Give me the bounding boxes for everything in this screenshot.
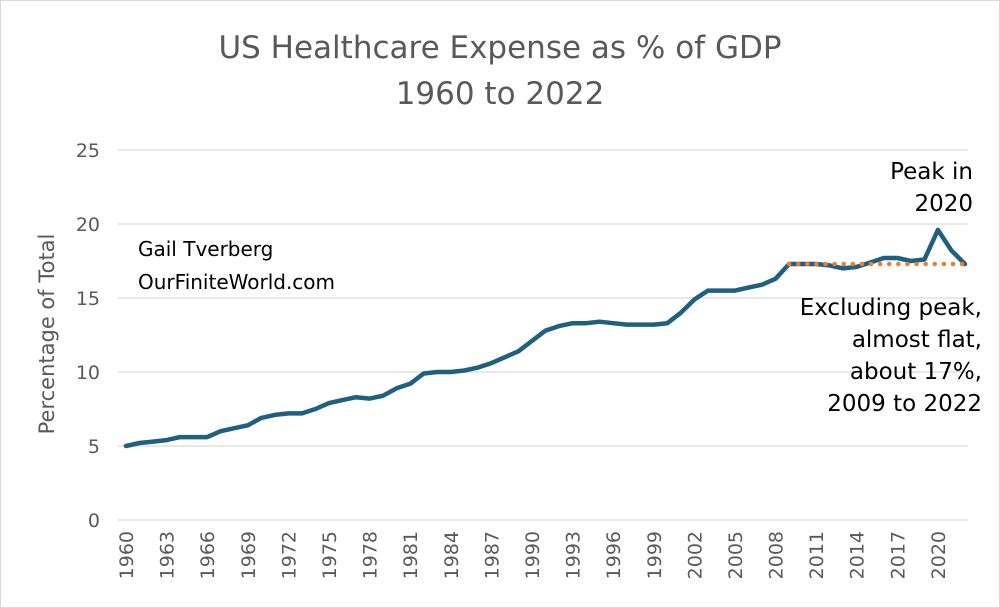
x-tick-label: 2002 <box>684 531 706 579</box>
gridlines <box>118 149 968 521</box>
x-tick-label: 1963 <box>157 531 179 579</box>
x-tick-label: 1987 <box>481 531 503 579</box>
flat-annotation-line-4: 2009 to 2022 <box>827 391 982 417</box>
x-tick-label: 1981 <box>400 531 422 579</box>
y-tick-label: 0 <box>88 510 100 532</box>
y-axis-label: Percentage of Total <box>35 234 59 435</box>
y-tick-labels: 0 5 10 15 20 25 <box>76 140 100 532</box>
peak-annotation: Peak in 2020 <box>890 156 973 220</box>
chart-subtitle: 1960 to 2022 <box>395 76 605 112</box>
flat-annotation-line-3: about 17%, <box>849 359 982 385</box>
x-tick-label: 2011 <box>806 531 828 579</box>
x-tick-label: 1960 <box>116 531 138 579</box>
x-tick-label: 2005 <box>725 531 747 579</box>
y-tick-label: 10 <box>76 362 100 384</box>
y-tick-label: 15 <box>76 288 100 310</box>
credit-website: OurFiniteWorld.com <box>138 270 336 294</box>
peak-annotation-line-2: 2020 <box>914 191 973 217</box>
y-tick-label: 25 <box>76 140 100 162</box>
x-tick-label: 2020 <box>928 531 950 579</box>
x-tick-label: 1978 <box>360 531 382 579</box>
x-tick-label: 1969 <box>238 531 260 579</box>
y-tick-label: 5 <box>88 436 100 458</box>
flat-annotation-line-2: almost flat, <box>851 327 982 353</box>
x-tick-label: 2017 <box>887 531 909 579</box>
x-tick-label: 2008 <box>766 531 788 579</box>
credit-author: Gail Tverberg <box>138 237 274 261</box>
x-tick-label: 1975 <box>319 531 341 579</box>
x-tick-label: 1996 <box>603 531 625 579</box>
flat-annotation: Excluding peak, almost flat, about 17%, … <box>800 292 982 420</box>
x-tick-label: 2014 <box>847 531 869 579</box>
x-tick-labels: 1960 1963 1966 1969 1972 1975 1978 1981 1984 1987… <box>116 531 950 579</box>
data-series <box>123 227 968 449</box>
x-tick-label: 1993 <box>563 531 585 579</box>
x-tick-label: 1984 <box>441 531 463 579</box>
x-tick-label: 1999 <box>644 531 666 579</box>
chart-title: US Healthcare Expense as % of GDP <box>218 30 782 66</box>
y-tick-label: 20 <box>76 214 100 236</box>
x-tick-label: 1990 <box>522 531 544 579</box>
x-tick-label: 1966 <box>197 531 219 579</box>
x-tick-label: 1972 <box>278 531 300 579</box>
peak-annotation-line-1: Peak in <box>890 159 973 185</box>
flat-annotation-line-1: Excluding peak, <box>799 295 982 321</box>
